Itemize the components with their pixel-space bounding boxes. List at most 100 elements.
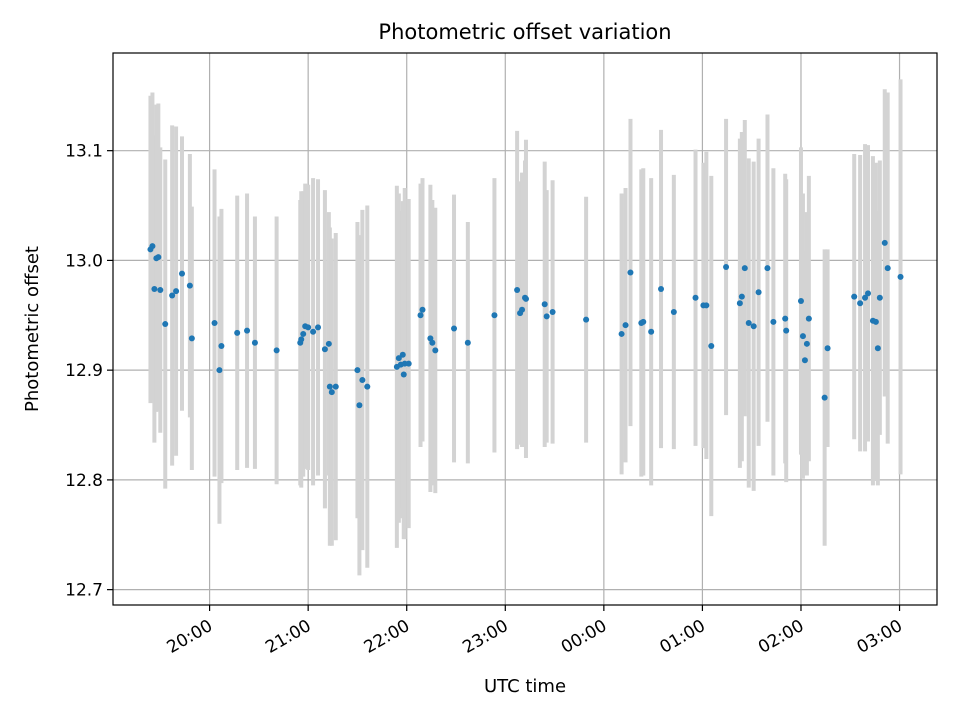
data-point [169, 292, 176, 299]
data-point [627, 269, 634, 276]
x-axis-label: UTC time [484, 676, 566, 697]
data-point [764, 265, 771, 272]
data-point [178, 270, 185, 277]
data-point [648, 328, 655, 335]
data-point [218, 343, 225, 350]
y-tick-label: 12.7 [65, 581, 103, 601]
data-point [622, 322, 629, 329]
data-point [359, 377, 366, 384]
data-point [244, 327, 251, 334]
data-point [708, 343, 715, 350]
y-tick-label: 12.8 [65, 471, 103, 491]
data-point [857, 300, 864, 307]
data-point [251, 339, 258, 346]
chart-title: Photometric offset variation [378, 20, 671, 44]
data-point [315, 324, 322, 331]
data-point [211, 319, 218, 326]
data-point [155, 254, 162, 261]
y-axis-label: Photometric offset [22, 246, 43, 412]
data-point [799, 333, 806, 340]
data-point [186, 282, 193, 289]
data-point [451, 325, 458, 332]
data-point [305, 324, 312, 331]
data-point [824, 345, 831, 352]
data-point [640, 318, 647, 325]
data-point [738, 293, 745, 300]
data-point [514, 287, 521, 294]
data-point [865, 290, 872, 297]
data-point [741, 265, 748, 272]
data-point [464, 339, 471, 346]
y-axis-ticks: 12.7 12.8 12.9 13.0 13.1 [65, 142, 113, 601]
data-point [432, 347, 439, 354]
data-point [273, 347, 280, 354]
y-tick-label: 12.9 [65, 361, 103, 381]
data-point [149, 243, 156, 250]
data-point [151, 285, 158, 292]
y-tick-label: 13.1 [65, 142, 103, 162]
data-point [173, 288, 180, 295]
y-tick-label: 13.0 [65, 251, 103, 271]
data-point [328, 389, 335, 396]
data-point [491, 312, 498, 319]
data-point [755, 289, 762, 296]
data-point [618, 330, 625, 337]
data-point [881, 239, 888, 246]
data-point [364, 383, 371, 390]
data-point [405, 360, 412, 367]
data-point [821, 394, 828, 401]
data-point [400, 371, 407, 378]
data-point [522, 295, 529, 302]
data-point [300, 330, 307, 337]
data-point [326, 383, 333, 390]
data-point [797, 298, 804, 305]
data-point [884, 265, 891, 272]
data-point [417, 312, 424, 319]
data-point [541, 301, 548, 308]
data-point [321, 346, 328, 353]
data-point [419, 306, 426, 313]
data-point [188, 335, 195, 342]
data-point [670, 308, 677, 315]
data-point [736, 300, 743, 307]
data-point [395, 355, 402, 362]
data-point [692, 294, 699, 301]
data-point [897, 273, 904, 280]
data-point [803, 340, 810, 347]
data-point [157, 287, 164, 294]
data-point [862, 294, 869, 301]
data-point [429, 339, 436, 346]
data-point [805, 315, 812, 322]
data-point [519, 306, 526, 313]
data-point [703, 302, 710, 309]
data-point [325, 340, 332, 347]
data-point [723, 263, 730, 270]
data-point [658, 285, 665, 292]
data-point [770, 318, 777, 325]
plot-frame [112, 52, 938, 606]
data-point [783, 327, 790, 334]
data-point [583, 316, 590, 323]
data-point [298, 336, 305, 343]
data-point [356, 402, 363, 409]
data-point [782, 315, 789, 322]
data-point [851, 293, 858, 300]
data-point [549, 308, 556, 315]
data-point [234, 329, 241, 336]
data-point [310, 328, 317, 335]
data-point [332, 383, 339, 390]
data-point [876, 294, 883, 301]
data-point [745, 319, 752, 326]
data-point [872, 318, 879, 325]
data-point [750, 323, 757, 330]
data-point [801, 357, 808, 364]
data-point [216, 367, 223, 374]
data-points [147, 239, 904, 409]
data-point [543, 313, 550, 320]
data-point [162, 321, 169, 328]
data-point [354, 367, 361, 374]
data-point [874, 345, 881, 352]
data-point [399, 351, 406, 358]
